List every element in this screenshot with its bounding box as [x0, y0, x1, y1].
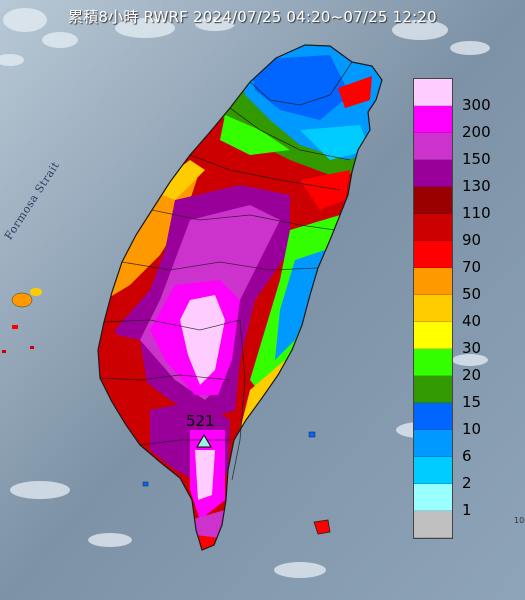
edge-label: 10	[514, 516, 525, 525]
legend-swatch	[414, 295, 452, 322]
legend-label: 2	[462, 474, 472, 492]
legend-swatch	[414, 484, 452, 511]
legend-swatch	[414, 268, 452, 295]
legend-label: 1	[462, 501, 472, 519]
county-boundaries	[99, 61, 353, 481]
legend-swatch	[414, 457, 452, 484]
legend-swatch	[414, 511, 452, 538]
legend-label: 150	[462, 150, 491, 168]
legend-label: 40	[462, 312, 482, 330]
legend-label: 300	[462, 96, 491, 114]
map-title: 累積8小時 RWRF 2024/07/25 04:20~07/25 12:20	[68, 8, 437, 26]
legend-label: 70	[462, 258, 482, 276]
legend-swatch	[414, 79, 452, 106]
legend-label: 130	[462, 177, 491, 195]
legend-swatch	[414, 241, 452, 268]
legend-swatch	[414, 322, 452, 349]
legend-label: 50	[462, 285, 482, 303]
legend-swatch	[414, 349, 452, 376]
legend-swatch	[414, 133, 452, 160]
legend-label: 30	[462, 339, 482, 357]
triangle-marker-icon	[196, 434, 212, 448]
cloud-speckles	[0, 8, 490, 578]
legend-swatch	[414, 403, 452, 430]
legend-swatch	[414, 430, 452, 457]
color-legend	[413, 78, 453, 539]
offshore-islands	[2, 288, 331, 535]
legend-swatch	[414, 160, 452, 187]
legend-label: 200	[462, 123, 491, 141]
legend-label: 6	[462, 447, 472, 465]
legend-swatch	[414, 106, 452, 133]
legend-label: 20	[462, 366, 482, 384]
legend-swatch	[414, 187, 452, 214]
legend-label: 10	[462, 420, 482, 438]
legend-label: 90	[462, 231, 482, 249]
legend-swatch	[414, 376, 452, 403]
max-rainfall-label: 521	[186, 412, 215, 430]
legend-label: 110	[462, 204, 491, 222]
legend-swatch	[414, 214, 452, 241]
legend-label: 15	[462, 393, 482, 411]
